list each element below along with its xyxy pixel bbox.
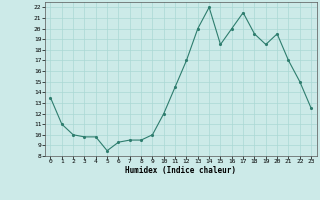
X-axis label: Humidex (Indice chaleur): Humidex (Indice chaleur) xyxy=(125,166,236,175)
